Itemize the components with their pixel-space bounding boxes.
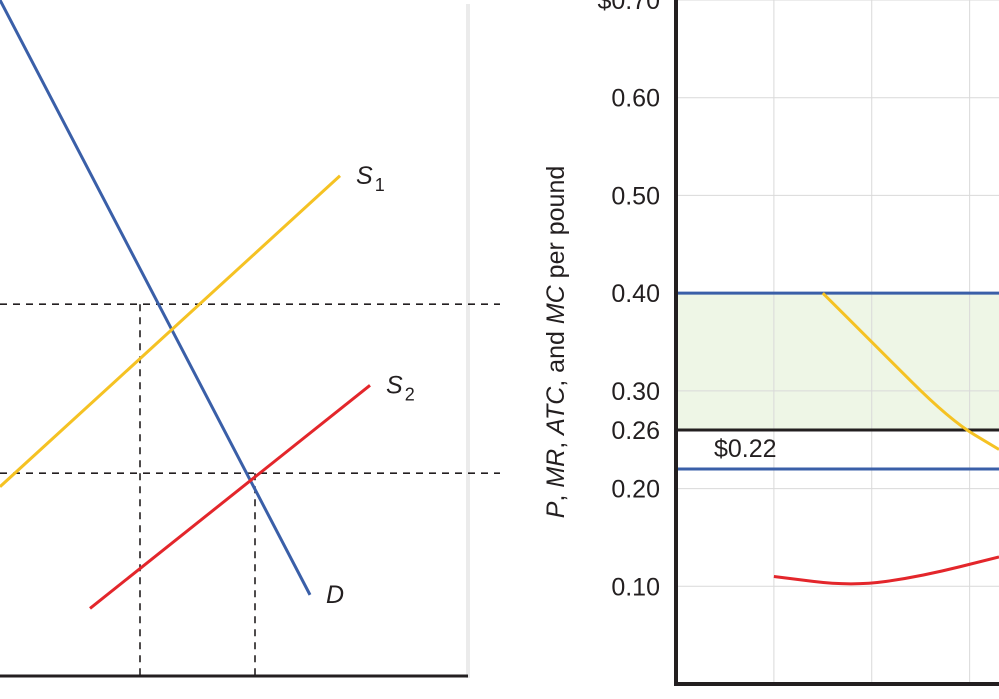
- y-tick-label: 0.50: [611, 182, 660, 210]
- left-curves: [0, 0, 371, 610]
- y-tick-label: 0.26: [611, 417, 660, 445]
- price-annotation-label: $0.22: [714, 435, 777, 463]
- curve-s1: [0, 174, 342, 488]
- right-y-axis-label: P, MR, ATC, and MC per pound: [542, 166, 570, 519]
- left-chart-panel: DS 1S 2: [0, 0, 500, 690]
- y-tick-label: 0.20: [611, 476, 660, 504]
- right-cost-curves: [773, 292, 999, 586]
- curve-mc: [821, 292, 999, 451]
- right-chart-panel: $0.700.600.500.400.300.260.200.10 $0.22 …: [542, 0, 999, 686]
- right-horizontal-lines: [676, 291, 999, 471]
- right-y-tick-labels: $0.70 0.60 0.50 0.40 0.30 0.26 0.20 0.10: [597, 0, 660, 601]
- right-annotations: $0.22: [714, 435, 777, 463]
- curve-atc: [773, 555, 999, 586]
- y-tick-label: 0.30: [611, 378, 660, 406]
- y-tick-label: 0.40: [611, 280, 660, 308]
- y-tick-label: 0.60: [611, 85, 660, 113]
- left-reference-lines: [0, 303, 500, 676]
- profit-shaded-area: [676, 293, 999, 430]
- curve-s2: [89, 384, 371, 610]
- left-panel-background: [0, 0, 470, 690]
- y-tick-label: $0.70: [597, 0, 660, 15]
- y-tick-label: 0.10: [611, 573, 660, 601]
- curve-d: [0, 0, 312, 596]
- left-panel-shadow: [466, 4, 470, 678]
- curve-label-d: D: [326, 581, 344, 609]
